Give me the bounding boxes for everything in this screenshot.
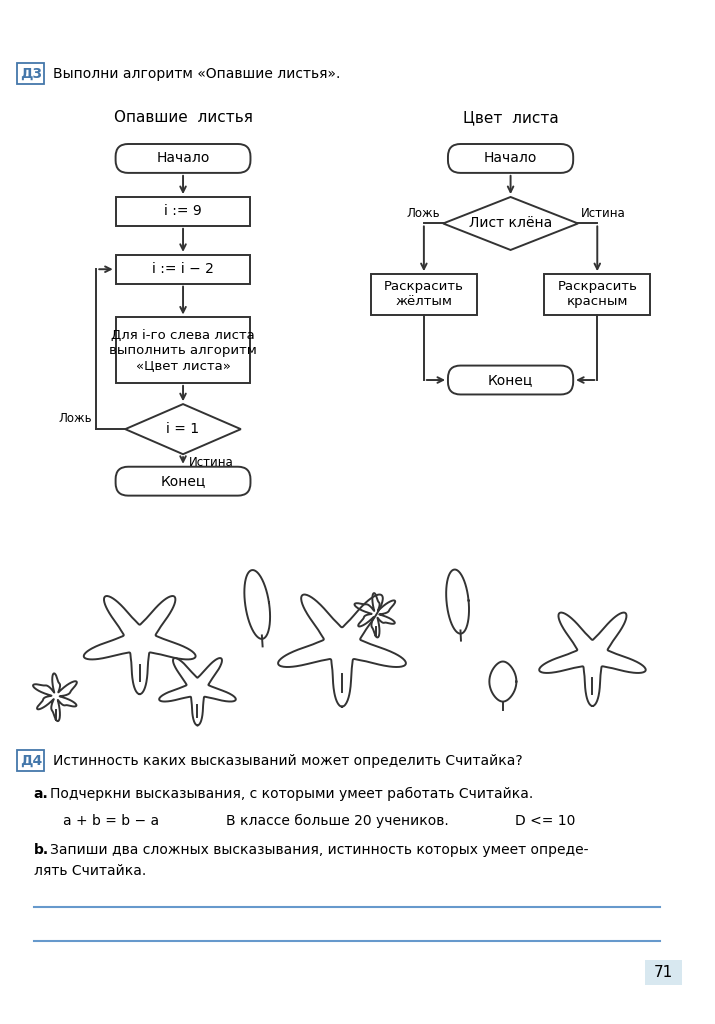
FancyBboxPatch shape xyxy=(448,144,573,173)
Text: а.: а. xyxy=(34,787,49,801)
Text: 71: 71 xyxy=(654,965,674,980)
Text: D <= 10: D <= 10 xyxy=(516,814,576,828)
Polygon shape xyxy=(125,404,241,455)
FancyBboxPatch shape xyxy=(448,366,573,394)
Text: Д4: Д4 xyxy=(20,754,42,768)
Text: b.: b. xyxy=(34,843,49,857)
Text: Начало: Начало xyxy=(484,152,537,166)
Text: Выполни алгоритм «Опавшие листья».: Выполни алгоритм «Опавшие листья». xyxy=(53,67,340,81)
Text: лять Считайка.: лять Считайка. xyxy=(34,864,146,879)
Text: Ложь: Ложь xyxy=(59,413,92,425)
Text: Истинность каких высказываний может определить Считайка?: Истинность каких высказываний может опре… xyxy=(53,754,523,768)
Text: Конец: Конец xyxy=(488,373,533,387)
Text: i := i − 2: i := i − 2 xyxy=(152,262,214,276)
Text: Лист клёна: Лист клёна xyxy=(469,216,552,230)
Text: Начало: Начало xyxy=(157,152,209,166)
Text: В классе больше 20 учеников.: В классе больше 20 учеников. xyxy=(227,814,449,828)
Text: a + b = b − a: a + b = b − a xyxy=(63,814,159,828)
FancyBboxPatch shape xyxy=(646,959,682,985)
FancyBboxPatch shape xyxy=(371,274,477,314)
FancyBboxPatch shape xyxy=(544,274,650,314)
Text: i := 9: i := 9 xyxy=(164,205,202,218)
FancyBboxPatch shape xyxy=(17,63,44,84)
Text: Раскрасить
жёлтым: Раскрасить жёлтым xyxy=(384,281,464,308)
Text: i = 1: i = 1 xyxy=(167,422,199,436)
Text: Для i-го слева листа
выполнить алгоритм
«Цвет листа»: Для i-го слева листа выполнить алгоритм … xyxy=(109,329,257,372)
FancyBboxPatch shape xyxy=(116,255,250,284)
Text: Конец: Конец xyxy=(160,474,206,488)
FancyBboxPatch shape xyxy=(116,317,250,383)
Text: Истина: Истина xyxy=(581,207,626,219)
Polygon shape xyxy=(443,197,578,250)
FancyBboxPatch shape xyxy=(116,197,250,226)
Text: Цвет  листа: Цвет листа xyxy=(463,111,558,126)
Text: Ложь: Ложь xyxy=(407,207,440,219)
Text: Истина: Истина xyxy=(189,456,234,469)
FancyBboxPatch shape xyxy=(116,144,250,173)
Text: Раскрасить
красным: Раскрасить красным xyxy=(557,281,637,308)
FancyBboxPatch shape xyxy=(116,467,250,496)
Text: Подчеркни высказывания, с которыми умеет работать Считайка.: Подчеркни высказывания, с которыми умеет… xyxy=(50,787,533,802)
Text: Запиши два сложных высказывания, истинность которых умеет опреде-: Запиши два сложных высказывания, истинно… xyxy=(50,843,588,857)
FancyBboxPatch shape xyxy=(17,750,44,771)
Text: Опавшие  листья: Опавшие листья xyxy=(114,111,252,126)
Text: Д3: Д3 xyxy=(20,67,42,81)
